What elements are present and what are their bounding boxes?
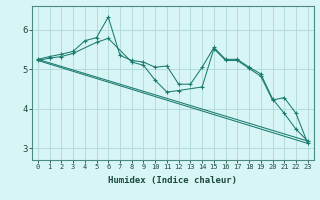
X-axis label: Humidex (Indice chaleur): Humidex (Indice chaleur) (108, 176, 237, 185)
